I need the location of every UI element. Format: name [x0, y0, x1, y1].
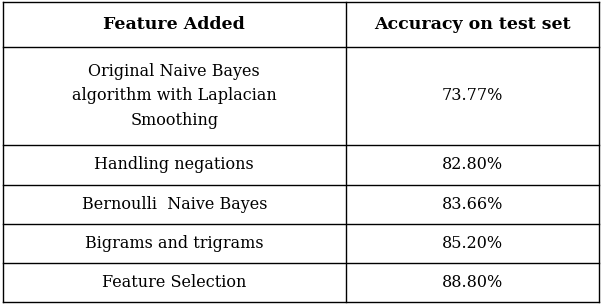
Text: Feature Added: Feature Added	[104, 16, 245, 33]
Text: 73.77%: 73.77%	[442, 88, 503, 105]
Text: Bigrams and trigrams: Bigrams and trigrams	[85, 235, 264, 252]
Text: 88.80%: 88.80%	[442, 274, 503, 291]
Text: Handling negations: Handling negations	[95, 157, 254, 174]
Text: 85.20%: 85.20%	[442, 235, 503, 252]
Text: 82.80%: 82.80%	[442, 157, 503, 174]
Text: Feature Selection: Feature Selection	[102, 274, 247, 291]
Text: Bernoulli  Naive Bayes: Bernoulli Naive Bayes	[82, 196, 267, 213]
Text: Accuracy on test set: Accuracy on test set	[374, 16, 571, 33]
Text: Original Naive Bayes
algorithm with Laplacian
Smoothing: Original Naive Bayes algorithm with Lapl…	[72, 63, 277, 129]
Text: 83.66%: 83.66%	[442, 196, 503, 213]
